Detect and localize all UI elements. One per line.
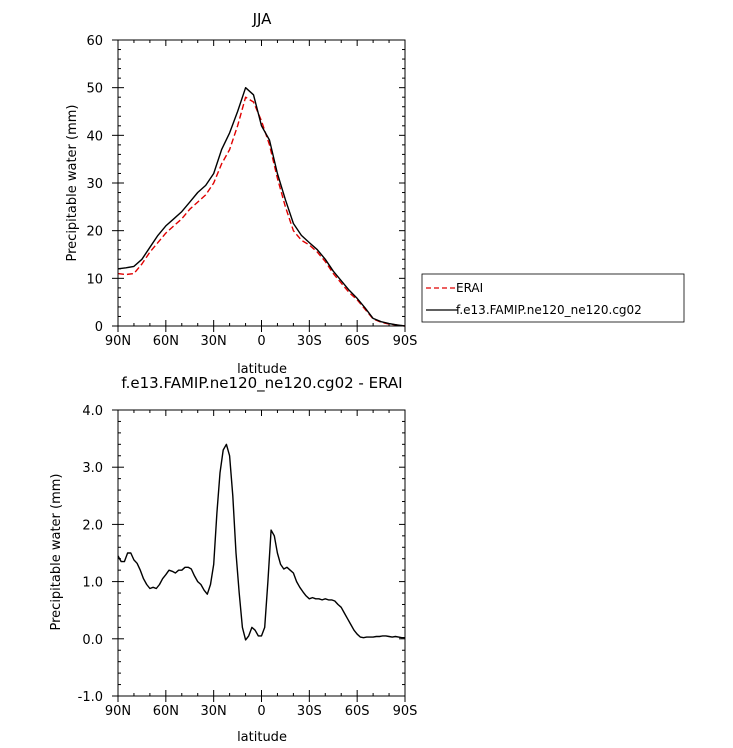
bottom-chart-x-ticks: 90N 60N 30N 0 30S 60S 90S — [105, 410, 418, 719]
y-tick-label: -1.0 — [78, 690, 103, 705]
y-tick-label: 30 — [86, 177, 103, 192]
top-chart-x-ticks: 90N 60N 30N 0 30S 60S 90S — [105, 40, 418, 349]
top-chart-y-axis-label: Precipitable water (mm) — [65, 105, 80, 262]
x-tick-label: 30S — [297, 704, 322, 719]
x-tick-label: 90N — [105, 334, 131, 349]
y-tick-label: 4.0 — [82, 404, 103, 419]
x-tick-label: 90S — [393, 704, 418, 719]
bottom-chart-plot-frame — [117, 409, 406, 697]
x-tick-label: 30N — [201, 334, 227, 349]
x-tick-label: 60S — [345, 334, 370, 349]
x-tick-label: 60N — [153, 334, 179, 349]
y-tick-label: 10 — [86, 272, 103, 287]
series-line-first — [117, 96, 406, 327]
y-tick-label: 0 — [95, 320, 103, 335]
bottom-chart-y-ticks: -1.0 0.0 1.0 2.0 3.0 4.0 — [78, 404, 405, 705]
y-tick-label: 2.0 — [82, 518, 103, 533]
y-tick-label: 0.0 — [82, 633, 103, 648]
x-tick-label: 30S — [297, 334, 322, 349]
y-tick-label: 3.0 — [82, 461, 103, 476]
bottom-chart-difference: f.e13.FAMIP.ne120_ne120.cg02 - ERAI Prec… — [49, 374, 417, 745]
legend-label-erai: ERAI — [456, 281, 483, 295]
series-line-second — [117, 86, 406, 327]
legend-box — [421, 273, 685, 323]
bottom-chart-y-axis-label: Precipitable water (mm) — [49, 474, 64, 631]
top-chart-precipitable-water-jja: JJA Precipitable water (mm) latitude 90N… — [65, 10, 685, 377]
x-tick-label: 30N — [201, 704, 227, 719]
x-tick-label: 90N — [105, 704, 131, 719]
y-tick-label: 50 — [86, 82, 103, 97]
bottom-chart-title: f.e13.FAMIP.ne120_ne120.cg02 - ERAI — [121, 374, 402, 393]
x-tick-label: 0 — [257, 334, 265, 349]
top-chart-y-ticks: 0 10 20 30 40 50 60 — [86, 34, 405, 335]
top-chart-plot-frame — [117, 39, 406, 327]
top-chart-title: JJA — [252, 10, 273, 28]
top-chart-x-axis-label: latitude — [237, 362, 287, 377]
x-tick-label: 90S — [393, 334, 418, 349]
top-chart-series — [117, 86, 406, 327]
series-line-first — [117, 443, 405, 641]
bottom-chart-series — [117, 443, 405, 641]
y-tick-label: 60 — [86, 34, 103, 49]
y-tick-label: 1.0 — [82, 576, 103, 591]
top-chart-legend: ERAI f.e13.FAMIP.ne120_ne120.cg02 — [421, 273, 685, 323]
x-tick-label: 0 — [257, 704, 265, 719]
y-tick-label: 40 — [86, 129, 103, 144]
y-tick-label: 20 — [86, 225, 103, 240]
x-tick-label: 60N — [153, 704, 179, 719]
x-tick-label: 60S — [345, 704, 370, 719]
bottom-chart-x-axis-label: latitude — [237, 730, 287, 745]
legend-label-model: f.e13.FAMIP.ne120_ne120.cg02 — [456, 303, 642, 317]
